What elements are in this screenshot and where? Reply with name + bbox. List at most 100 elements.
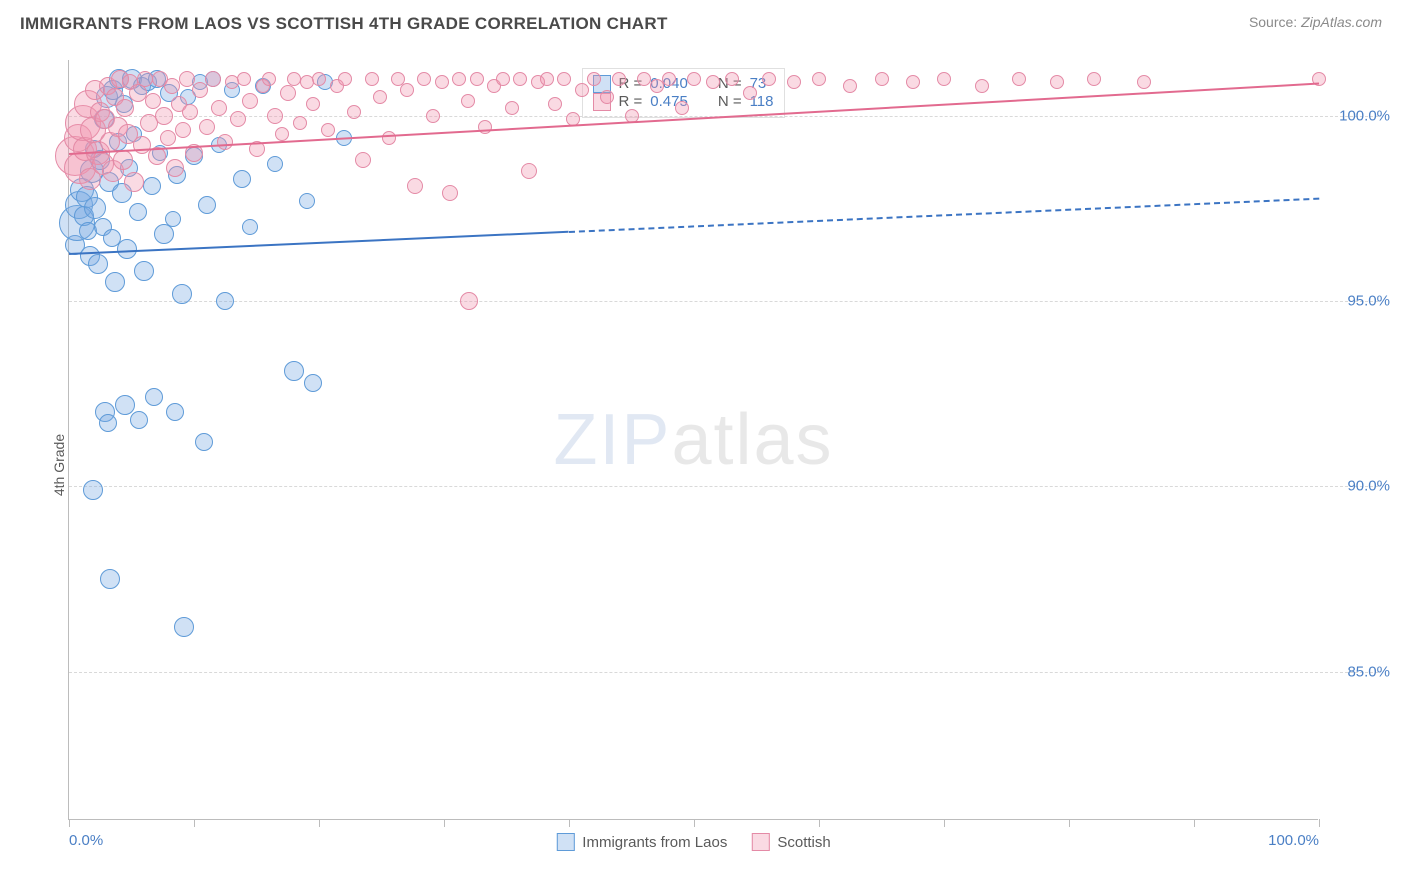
data-point-scottish xyxy=(145,93,161,109)
trend-line xyxy=(69,231,569,255)
data-point-scottish xyxy=(725,72,739,86)
data-point-scottish xyxy=(442,185,458,201)
data-point-laos xyxy=(100,569,120,589)
data-point-scottish xyxy=(164,78,180,94)
data-point-scottish xyxy=(312,72,326,86)
data-point-laos xyxy=(216,292,234,310)
data-point-scottish xyxy=(267,108,283,124)
x-tick xyxy=(944,819,945,827)
data-point-scottish xyxy=(1050,75,1064,89)
x-tick xyxy=(1069,819,1070,827)
data-point-laos xyxy=(105,272,125,292)
data-point-scottish xyxy=(496,72,510,86)
data-point-scottish xyxy=(192,82,208,98)
data-point-laos xyxy=(242,219,258,235)
data-point-laos xyxy=(129,203,147,221)
stats-n-label: N = xyxy=(718,93,742,110)
data-point-scottish xyxy=(452,72,466,86)
data-point-scottish xyxy=(262,72,276,86)
data-point-laos xyxy=(134,261,154,281)
data-point-laos xyxy=(233,170,251,188)
data-point-scottish xyxy=(124,172,144,192)
data-point-scottish xyxy=(1137,75,1151,89)
x-tick xyxy=(1319,819,1320,827)
data-point-laos xyxy=(145,388,163,406)
data-point-scottish xyxy=(155,107,173,125)
chart-container: 4th Grade ZIPatlas R =0.040N =73R =0.475… xyxy=(20,48,1396,882)
data-point-scottish xyxy=(937,72,951,86)
y-tick-label: 85.0% xyxy=(1330,663,1390,680)
data-point-laos xyxy=(172,284,192,304)
data-point-scottish xyxy=(116,99,134,117)
data-point-scottish xyxy=(365,72,379,86)
data-point-laos xyxy=(284,361,304,381)
data-point-laos xyxy=(88,254,108,274)
y-tick-label: 90.0% xyxy=(1330,478,1390,495)
data-point-scottish xyxy=(1012,72,1026,86)
x-tick xyxy=(194,819,195,827)
data-point-laos xyxy=(299,193,315,209)
data-point-scottish xyxy=(612,72,626,86)
watermark: ZIPatlas xyxy=(553,399,833,481)
data-point-scottish xyxy=(600,90,614,104)
watermark-part2: atlas xyxy=(671,400,833,480)
data-point-scottish xyxy=(587,72,601,86)
data-point-scottish xyxy=(205,71,221,87)
data-point-scottish xyxy=(166,159,184,177)
data-point-scottish xyxy=(906,75,920,89)
x-tick-label: 0.0% xyxy=(69,832,103,849)
source-value: ZipAtlas.com xyxy=(1301,14,1382,30)
plot-area: ZIPatlas R =0.040N =73R =0.475N =118 Imm… xyxy=(68,60,1318,820)
data-point-laos xyxy=(83,480,103,500)
watermark-part1: ZIP xyxy=(553,400,671,480)
data-point-scottish xyxy=(812,72,826,86)
data-point-laos xyxy=(130,411,148,429)
data-point-scottish xyxy=(211,100,227,116)
gridline xyxy=(69,672,1378,673)
data-point-scottish xyxy=(513,72,527,86)
legend-item-scottish: Scottish xyxy=(751,833,830,851)
data-point-laos xyxy=(195,433,213,451)
data-point-scottish xyxy=(417,72,431,86)
legend-swatch-scottish xyxy=(751,833,769,851)
x-tick xyxy=(694,819,695,827)
data-point-scottish xyxy=(461,94,475,108)
series-legend: Immigrants from Laos Scottish xyxy=(556,833,830,851)
source-label: Source: xyxy=(1249,14,1297,30)
data-point-scottish xyxy=(706,75,720,89)
data-point-scottish xyxy=(230,111,246,127)
data-point-scottish xyxy=(575,83,589,97)
data-point-scottish xyxy=(1087,72,1101,86)
data-point-scottish xyxy=(347,105,361,119)
x-tick xyxy=(69,819,70,827)
data-point-scottish xyxy=(875,72,889,86)
x-tick xyxy=(319,819,320,827)
data-point-scottish xyxy=(687,72,701,86)
data-point-laos xyxy=(99,414,117,432)
data-point-scottish xyxy=(743,86,757,100)
data-point-scottish xyxy=(400,83,414,97)
data-point-scottish xyxy=(199,119,215,135)
data-point-scottish xyxy=(306,97,320,111)
x-tick xyxy=(569,819,570,827)
legend-label-laos: Immigrants from Laos xyxy=(582,834,727,851)
data-point-laos xyxy=(84,197,106,219)
data-point-scottish xyxy=(435,75,449,89)
x-tick-label: 100.0% xyxy=(1268,832,1319,849)
data-point-scottish xyxy=(373,90,387,104)
x-tick xyxy=(444,819,445,827)
data-point-scottish xyxy=(650,79,664,93)
data-point-laos xyxy=(304,374,322,392)
x-tick xyxy=(1194,819,1195,827)
data-point-scottish xyxy=(280,85,296,101)
data-point-laos xyxy=(174,617,194,637)
data-point-scottish xyxy=(179,71,195,87)
data-point-scottish xyxy=(382,131,396,145)
data-point-scottish xyxy=(662,72,676,86)
data-point-scottish xyxy=(557,72,571,86)
data-point-scottish xyxy=(242,93,258,109)
data-point-scottish xyxy=(182,104,198,120)
trend-line xyxy=(569,197,1319,232)
data-point-scottish xyxy=(975,79,989,93)
data-point-scottish xyxy=(521,163,537,179)
